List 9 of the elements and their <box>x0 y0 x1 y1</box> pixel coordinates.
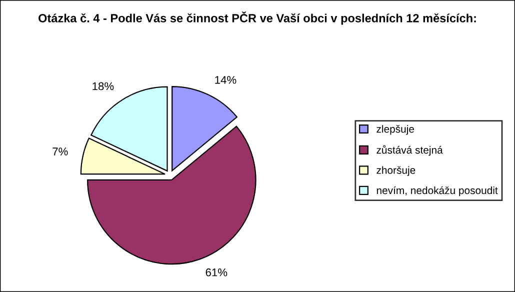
data-label: 14% <box>215 76 236 84</box>
legend-label: nevím, nedokážu posoudit <box>376 186 498 196</box>
legend-label: zůstává stejná <box>376 145 443 156</box>
data-label: 61% <box>206 268 228 276</box>
data-label: 7% <box>52 148 68 156</box>
chart-title: Otázka č. 4 - Podle Vás se činnost PČR ve Vaší obci v posledních 12 měsících: <box>38 12 476 25</box>
data-label: 18% <box>92 82 114 90</box>
legend-label: zhoršuje <box>376 166 416 176</box>
legend-label: zlepšuje <box>376 125 414 135</box>
